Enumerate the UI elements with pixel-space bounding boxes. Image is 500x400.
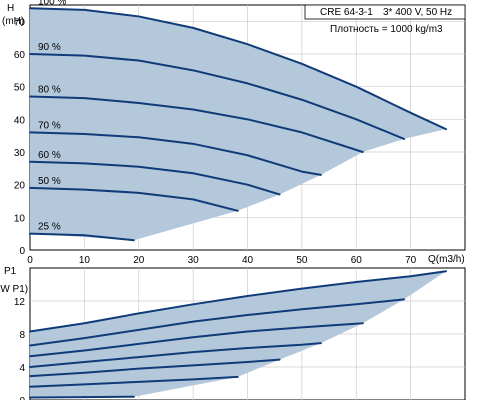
y-tick-label: 12 <box>14 297 26 308</box>
y-tick-label: 50 <box>14 83 26 94</box>
y-tick-label: 20 <box>14 181 26 192</box>
power-chart: 0 4 8 12 P1 (kW P1) <box>0 266 466 400</box>
pump-info-box: CRE 64-3-1 3* 400 V, 50 Hz Плотность = 1… <box>304 4 466 35</box>
curve-50-percent <box>29 186 239 212</box>
curve-label: 50 % <box>38 176 61 187</box>
curve-100-percent <box>29 270 447 333</box>
head-x-tick-labels: 0 10 20 30 40 50 60 70 <box>27 255 416 266</box>
x-tick-label: 20 <box>133 255 145 266</box>
head-curves <box>29 7 447 242</box>
power-axis-label: P1 <box>4 266 17 277</box>
y-tick-label: 0 <box>19 246 25 257</box>
head-axis-unit: (mH) <box>2 16 24 27</box>
curve-25-percent <box>29 395 135 399</box>
fluid-density: Плотность = 1000 kg/m3 <box>330 24 443 35</box>
x-tick-label: 60 <box>351 255 363 266</box>
curve-label: 100 % <box>38 0 66 7</box>
flow-axis-label: Q(m3/h) <box>428 254 465 265</box>
y-tick-label: 60 <box>14 50 26 61</box>
curve-70-percent <box>29 131 322 176</box>
curve-70-percent <box>29 342 322 368</box>
curve-60-percent <box>29 358 281 378</box>
curve-label: 90 % <box>38 42 61 53</box>
power-operating-area <box>30 271 446 398</box>
x-tick-label: 0 <box>27 255 33 266</box>
x-tick-label: 40 <box>242 255 254 266</box>
y-tick-label: 0 <box>19 396 25 400</box>
curve-50-percent <box>29 375 239 388</box>
curve-label: 60 % <box>38 150 61 161</box>
y-tick-label: 10 <box>14 213 26 224</box>
y-tick-label: 8 <box>19 330 25 341</box>
y-tick-label: 4 <box>19 363 25 374</box>
curve-80-percent <box>29 95 364 153</box>
curve-80-percent <box>29 322 364 358</box>
curve-25-percent <box>29 232 135 242</box>
curve-90-percent <box>29 298 406 347</box>
curve-60-percent <box>29 160 281 196</box>
power-axis-unit: (kW P1) <box>0 284 28 295</box>
power-curves <box>29 270 447 399</box>
head-y-tick-labels: 0 10 20 30 40 50 60 70 <box>14 17 26 257</box>
x-tick-label: 10 <box>79 255 91 266</box>
curve-90-percent <box>29 53 406 140</box>
y-tick-label: 30 <box>14 148 26 159</box>
head-chart: 100 % 90 % 80 % 70 % 60 % 50 % 25 % 0 10 20 30 40 5… <box>2 0 466 266</box>
curve-label: 70 % <box>38 120 61 131</box>
curve-label: 25 % <box>38 222 61 233</box>
head-curve-labels: 100 % 90 % 80 % 70 % 60 % 50 % 25 % <box>38 0 66 233</box>
pump-model: CRE 64-3-1 <box>320 7 373 18</box>
x-tick-label: 30 <box>188 255 200 266</box>
x-tick-label: 50 <box>296 255 308 266</box>
curve-label: 80 % <box>38 84 61 95</box>
curve-100-percent <box>29 7 447 131</box>
x-tick-label: 70 <box>405 255 417 266</box>
head-operating-area <box>30 8 446 241</box>
y-tick-label: 70 <box>14 17 26 28</box>
head-axis-label: H <box>7 3 14 14</box>
y-tick-label: 40 <box>14 115 26 126</box>
pump-supply: 3* 400 V, 50 Hz <box>383 7 452 18</box>
power-y-tick-labels: 0 4 8 12 <box>14 297 26 400</box>
